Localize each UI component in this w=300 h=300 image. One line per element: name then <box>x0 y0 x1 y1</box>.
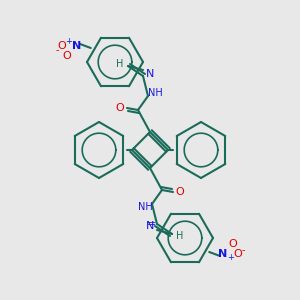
Text: N: N <box>218 249 228 259</box>
Text: -: - <box>55 45 59 55</box>
Text: +: + <box>66 38 72 46</box>
Text: -: - <box>241 245 245 255</box>
Text: NH: NH <box>148 88 162 98</box>
Text: O: O <box>116 103 124 113</box>
Text: =: = <box>147 219 157 229</box>
Text: O: O <box>176 187 184 197</box>
Text: O: O <box>58 41 66 51</box>
Text: NH: NH <box>138 202 152 212</box>
Text: +: + <box>228 254 234 262</box>
Text: O: O <box>63 51 71 61</box>
Text: H: H <box>176 231 184 241</box>
Text: N: N <box>146 69 154 79</box>
Text: O: O <box>229 239 237 249</box>
Text: N: N <box>146 221 154 231</box>
Text: H: H <box>116 59 124 69</box>
Text: N: N <box>72 41 82 51</box>
Text: O: O <box>234 249 242 259</box>
